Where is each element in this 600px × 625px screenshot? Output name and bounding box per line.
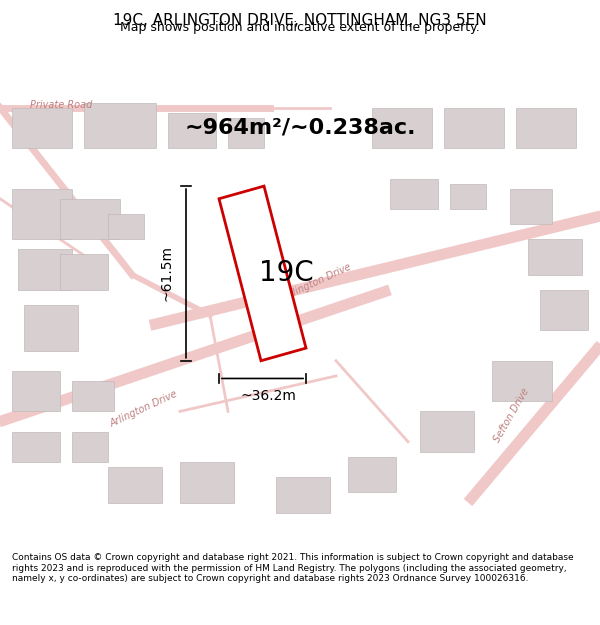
Polygon shape [492,361,552,401]
Polygon shape [12,432,60,462]
Text: ~61.5m: ~61.5m [160,246,174,301]
Polygon shape [72,432,108,462]
Polygon shape [228,118,264,148]
Polygon shape [276,478,330,512]
Polygon shape [444,107,504,148]
Polygon shape [390,179,438,209]
Polygon shape [12,189,72,239]
Polygon shape [108,467,162,502]
Polygon shape [108,214,144,239]
Polygon shape [420,411,474,452]
Polygon shape [12,371,60,411]
Polygon shape [60,254,108,290]
Polygon shape [72,381,114,411]
Polygon shape [372,107,432,148]
Polygon shape [540,290,588,331]
Text: Sefton Drive: Sefton Drive [492,386,531,444]
Polygon shape [348,457,396,492]
Polygon shape [180,462,234,503]
Polygon shape [24,305,78,351]
Text: Contains OS data © Crown copyright and database right 2021. This information is : Contains OS data © Crown copyright and d… [12,553,574,583]
Text: Map shows position and indicative extent of the property.: Map shows position and indicative extent… [120,21,480,34]
Polygon shape [528,239,582,275]
Polygon shape [516,107,576,148]
Polygon shape [12,107,72,148]
Polygon shape [450,184,486,209]
Polygon shape [168,112,216,148]
Polygon shape [510,189,552,224]
Polygon shape [84,102,156,148]
Text: ~36.2m: ~36.2m [241,389,296,402]
Text: 19C: 19C [259,259,314,288]
Text: Private Road: Private Road [30,99,92,109]
Text: 19C, ARLINGTON DRIVE, NOTTINGHAM, NG3 5EN: 19C, ARLINGTON DRIVE, NOTTINGHAM, NG3 5E… [113,13,487,28]
Text: Arlington Drive: Arlington Drive [108,388,179,429]
Text: Arlington Drive: Arlington Drive [282,262,353,302]
Polygon shape [60,199,120,239]
Polygon shape [18,249,72,290]
Polygon shape [219,186,306,361]
Text: ~964m²/~0.238ac.: ~964m²/~0.238ac. [184,118,416,138]
